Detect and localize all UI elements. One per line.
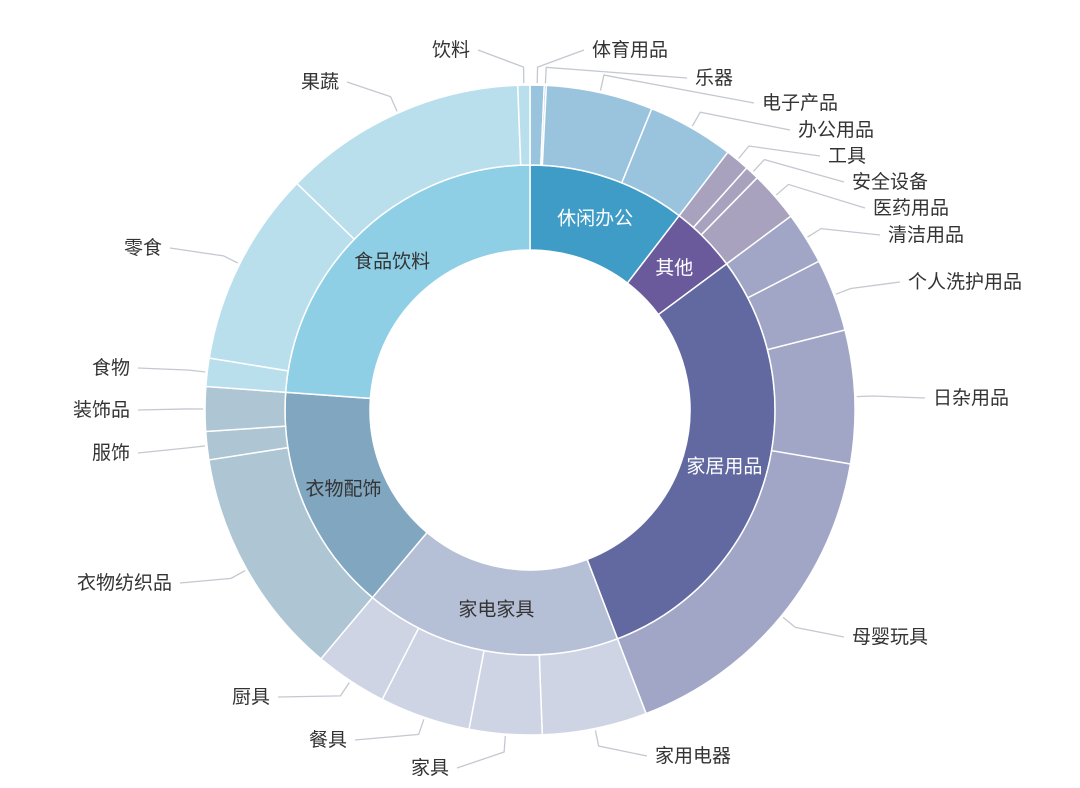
leader-line <box>456 736 506 769</box>
outer-slice-label: 食物 <box>92 357 130 379</box>
outer-slice[interactable] <box>766 329 856 465</box>
leader-line <box>544 66 688 84</box>
outer-slice-label: 零食 <box>124 237 162 259</box>
outer-slice-label: 日杂用品 <box>933 387 1009 409</box>
outer-slice-label: 办公用品 <box>798 119 874 141</box>
inner-slice-label: 休闲办公 <box>557 207 633 229</box>
inner-slice-label: 其他 <box>655 257 693 279</box>
outer-ring <box>204 84 856 736</box>
leader-line <box>137 408 204 411</box>
outer-slice-label: 家具 <box>411 757 449 779</box>
outer-slice-label: 体育用品 <box>592 39 668 61</box>
leader-line <box>354 719 425 741</box>
outer-slice-label: 家用电器 <box>655 745 731 767</box>
inner-slice-label: 家电家具 <box>458 599 534 621</box>
outer-slice-label: 饮料 <box>432 39 470 61</box>
leader-line <box>137 445 206 454</box>
outer-slice-label: 母婴玩具 <box>852 626 928 648</box>
outer-slice-label: 餐具 <box>309 729 347 751</box>
leader-line <box>277 682 350 698</box>
inner-ring <box>284 164 776 656</box>
leader-line <box>782 616 845 638</box>
leader-lines <box>137 49 926 769</box>
leader-line <box>594 730 648 757</box>
leader-line <box>691 111 791 131</box>
outer-slice-label: 工具 <box>828 145 866 167</box>
leader-line <box>599 74 755 104</box>
inner-slice-label: 衣物配饰 <box>305 478 381 500</box>
outer-slice-label: 厨具 <box>232 686 270 708</box>
outer-slice-label: 安全设备 <box>852 171 928 193</box>
outer-labels: 体育用品乐器电子产品办公用品工具安全设备医药用品清洁用品个人洗护用品日杂用品母婴… <box>73 39 1022 779</box>
outer-slice-label: 装饰品 <box>73 399 130 421</box>
leader-line <box>835 281 901 295</box>
outer-slice[interactable] <box>516 84 531 166</box>
outer-slice-label: 果蔬 <box>301 71 339 93</box>
inner-slice-label: 食品饮料 <box>354 251 430 273</box>
leader-line <box>346 81 398 112</box>
leader-line <box>807 227 881 238</box>
leader-line <box>856 395 926 399</box>
outer-slice-label: 清洁用品 <box>888 224 964 246</box>
outer-slice-label: 衣物纺织品 <box>77 572 172 594</box>
leader-line <box>137 367 206 373</box>
outer-slice[interactable] <box>204 385 287 433</box>
outer-slice-label: 服饰 <box>92 442 130 464</box>
leader-line <box>738 145 821 159</box>
outer-slice-label: 医药用品 <box>873 197 949 219</box>
leader-line <box>169 247 239 264</box>
leader-line <box>775 183 866 209</box>
leader-line <box>536 49 585 84</box>
outer-slice-label: 电子产品 <box>762 92 838 114</box>
outer-slice-label: 个人洗护用品 <box>908 271 1022 293</box>
leader-line <box>179 569 246 584</box>
outer-slice-label: 乐器 <box>695 67 733 89</box>
leader-line <box>752 158 845 183</box>
leader-line <box>477 49 525 84</box>
inner-slice-label: 家居用品 <box>686 456 762 478</box>
